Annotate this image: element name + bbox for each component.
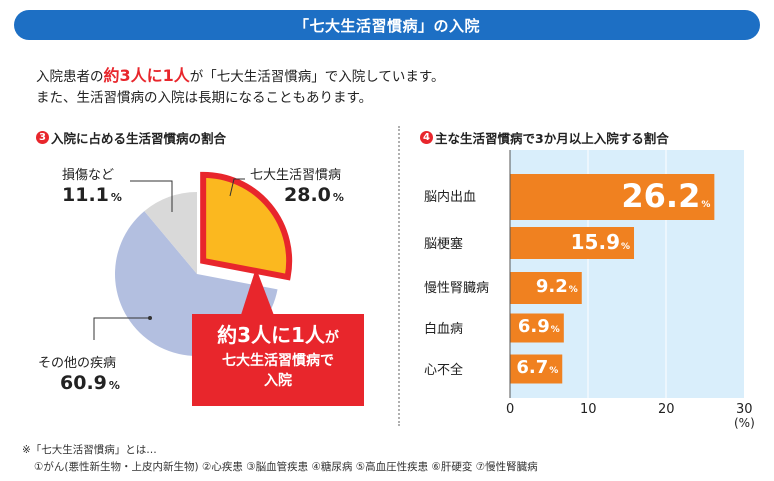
bar-x-tick-label: 30	[736, 402, 753, 417]
pie-title: 入院に占める生活習慣病の割合	[51, 131, 227, 146]
pie-label-lifestyle: 七大生活習慣病	[250, 168, 342, 183]
bar-value-number: 15.9	[570, 230, 620, 254]
lead-post: が「七大生活習慣病」で入院しています。	[189, 69, 445, 85]
pie-value-injury: 11.1%	[62, 184, 122, 206]
bar-value-number: 6.9	[517, 316, 550, 337]
bar-value-unit: %	[549, 366, 559, 376]
callout-line-2: 七大生活習慣病で	[222, 353, 334, 369]
bar-section-title: 4 主な生活習慣病で3か月以上入院する割合	[420, 128, 669, 147]
bar-value-unit: %	[621, 242, 631, 252]
bar-category-label: 慢性腎臓病	[424, 281, 490, 296]
bar-mark	[510, 313, 564, 343]
pie-value-lifestyle-unit: %	[332, 191, 344, 204]
bar-x-tick-label: 20	[658, 402, 675, 417]
pie-section-title: 3 入院に占める生活習慣病の割合	[36, 128, 226, 147]
pie-leader-injury	[130, 180, 173, 212]
bar-mark	[510, 354, 563, 384]
lead-line-1: 入院患者の約3人に1人が「七大生活習慣病」で入院しています。	[36, 62, 445, 86]
lead-pre: 入院患者の	[36, 69, 104, 85]
pie-callout: 約3人に1人が 七大生活習慣病で 入院	[192, 314, 364, 406]
bar-value-unit: %	[568, 285, 578, 295]
pie-number-badge: 3	[36, 131, 49, 144]
pie-label-other: その他の疾病	[38, 356, 117, 371]
pie-leader-lifestyle	[229, 178, 245, 197]
bar-value-number: 9.2	[535, 276, 568, 297]
pie-value-other-number: 60.9	[60, 372, 107, 394]
page-title: 「七大生活習慣病」の入院	[293, 16, 480, 35]
bar-mark	[510, 174, 715, 220]
pie-value-injury-number: 11.1	[62, 184, 109, 206]
pie-leader-other	[93, 317, 150, 340]
bar-number-badge: 4	[420, 131, 433, 144]
pie-value-other: 60.9%	[60, 372, 120, 394]
bar-value-unit: %	[701, 200, 711, 210]
bar-value-unit: %	[550, 325, 560, 335]
pie-value-lifestyle-number: 28.0	[284, 184, 331, 206]
bar-mark	[510, 227, 635, 259]
pie-label-injury: 損傷など	[62, 168, 115, 183]
footnote-title: ※「七大生活習慣病」とは…	[22, 444, 157, 456]
bar-value-label: 15.9%	[571, 232, 630, 257]
pie-slice-lifestyle	[200, 171, 293, 281]
bar-category-label: 脳梗塞	[424, 237, 464, 252]
bar-x-unit: (%)	[734, 416, 755, 430]
pie-value-injury-unit: %	[110, 191, 122, 204]
header-banner: 「七大生活習慣病」の入院	[14, 10, 760, 40]
section-divider	[398, 126, 400, 426]
callout-particle: が	[324, 330, 339, 346]
bar-value-label: 6.7%	[516, 359, 558, 380]
bar-value-label: 26.2%	[621, 180, 710, 221]
bar-x-tick-label: 0	[506, 402, 515, 417]
pie-value-lifestyle: 28.0%	[284, 184, 344, 206]
lead-line-2: また、生活習慣病の入院は長期になることもあります。	[36, 90, 373, 106]
bar-value-number: 26.2	[621, 177, 701, 215]
pie-leader-dot	[148, 316, 152, 320]
bar-category-label: 心不全	[424, 363, 464, 378]
bar-category-label: 脳内出血	[424, 190, 477, 205]
bar-value-label: 6.9%	[518, 318, 560, 339]
bar-value-number: 6.7	[516, 357, 549, 378]
lead-emphasis: 約3人に1人	[103, 66, 190, 85]
callout-line-1: 約3人に1人が	[192, 322, 364, 351]
bar-value-label: 9.2%	[536, 278, 578, 299]
bar-title: 主な生活習慣病で3か月以上入院する割合	[435, 131, 669, 146]
bar-x-tick-label: 10	[580, 402, 597, 417]
callout-pointer	[240, 268, 275, 318]
bar-mark	[510, 272, 582, 304]
callout-line-3: 入院	[264, 373, 292, 389]
footnote-list: ①がん(悪性新生物・上皮内新生物) ②心疾患 ③脳血管疾患 ④糖尿病 ⑤高血圧性…	[34, 461, 538, 473]
pie-slice-injury	[144, 192, 197, 274]
callout-emphasis: 約3人に1人	[217, 323, 325, 347]
bar-category-label: 白血病	[424, 322, 464, 337]
pie-value-other-unit: %	[108, 379, 120, 392]
